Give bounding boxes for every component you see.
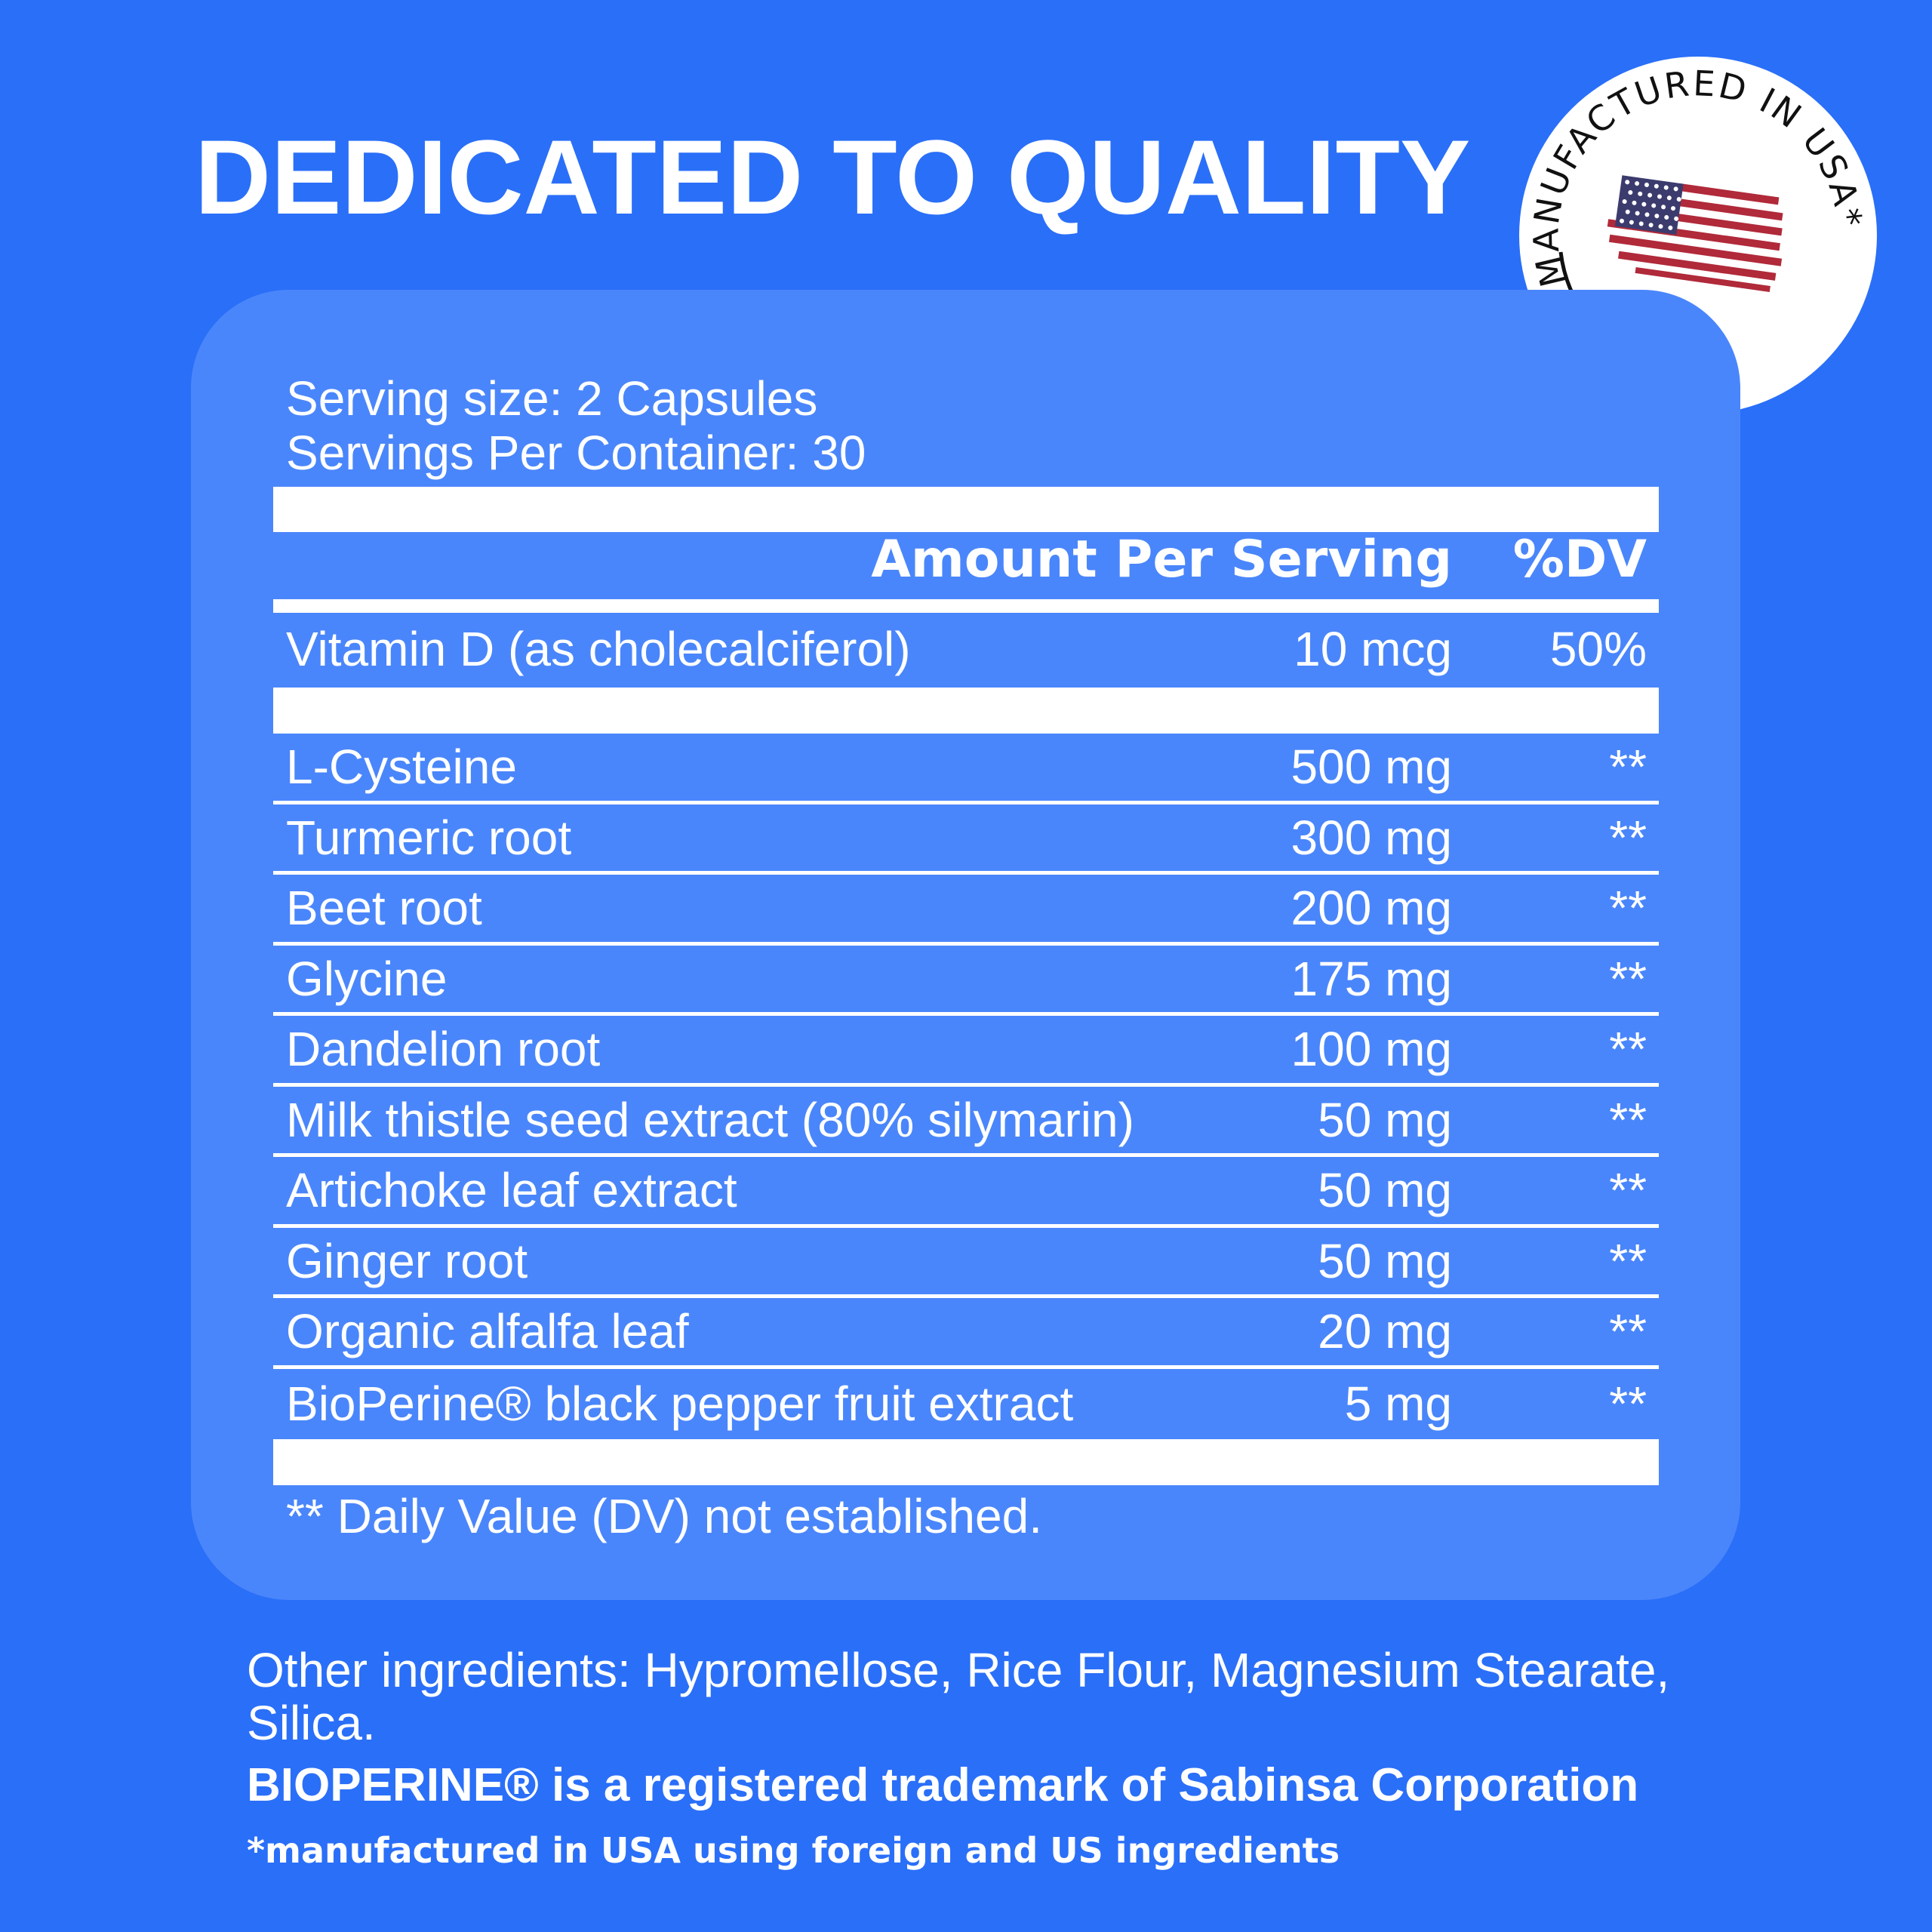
flag-star-icon xyxy=(1619,218,1624,223)
flag-star-icon xyxy=(1644,212,1650,217)
nutrient-name: Organic alfalfa leaf xyxy=(286,1304,689,1359)
flag-star-icon xyxy=(1647,192,1653,198)
flag-star-icon xyxy=(1635,181,1640,186)
flag-star-icon xyxy=(1666,195,1672,201)
divider-bar xyxy=(273,688,1659,734)
nutrient-name: L-Cysteine xyxy=(286,740,517,795)
nutrient-name: BioPerine® black pepper fruit extract xyxy=(286,1377,1074,1432)
flag-star-icon xyxy=(1657,194,1662,199)
flag-star-icon xyxy=(1648,223,1654,228)
nutrient-dv: ** xyxy=(1609,740,1647,795)
flag-star-icon xyxy=(1654,214,1660,219)
us-flag-icon xyxy=(1605,174,1787,292)
header-dv: %DV xyxy=(1512,530,1647,589)
other-ingredients: Other ingredients: Hypromellose, Rice Fl… xyxy=(247,1643,1670,1750)
nutrient-amount: 50 mg xyxy=(1318,1163,1452,1218)
divider-bar xyxy=(273,1439,1659,1485)
header-amount-per-serving: Amount Per Serving xyxy=(871,530,1452,589)
nutrient-name: Glycine xyxy=(286,951,448,1006)
flag-star-icon xyxy=(1625,180,1630,185)
nutrient-amount: 50 mg xyxy=(1318,1092,1452,1147)
flag-star-icon xyxy=(1668,225,1673,230)
flag-star-icon xyxy=(1638,221,1644,226)
nutrient-name: Milk thistle seed extract (80% silymarin… xyxy=(286,1092,1134,1147)
flag-star-icon xyxy=(1658,224,1663,229)
nutrient-name: Turmeric root xyxy=(286,810,572,865)
divider-bar xyxy=(273,487,1659,532)
nutrient-name: Vitamin D (as cholecalciferol) xyxy=(286,622,911,676)
trademark-notice: BIOPERINE® is a registered trademark of … xyxy=(247,1759,1639,1811)
divider-bar xyxy=(273,599,1659,613)
flag-star-icon xyxy=(1629,220,1634,225)
nutrient-name: Artichoke leaf extract xyxy=(286,1163,737,1218)
flag-star-icon xyxy=(1674,216,1679,221)
nutrient-dv: ** xyxy=(1609,1022,1647,1077)
nutrient-dv: ** xyxy=(1609,1233,1647,1288)
nutrient-dv: ** xyxy=(1609,1163,1647,1218)
flag-star-icon xyxy=(1673,186,1678,192)
flag-star-icon xyxy=(1664,215,1669,220)
nutrient-amount: 300 mg xyxy=(1291,810,1452,865)
flag-star-icon xyxy=(1654,183,1659,189)
ingredient-row: Glycine 175 mg ** xyxy=(273,946,1659,1016)
flag-star-icon xyxy=(1632,200,1637,205)
nutrient-amount: 5 mg xyxy=(1344,1377,1452,1432)
nutrient-amount: 20 mg xyxy=(1318,1304,1452,1359)
nutrient-dv: ** xyxy=(1609,1377,1647,1432)
nutrient-amount: 50 mg xyxy=(1318,1233,1452,1288)
nutrient-dv: 50% xyxy=(1549,622,1647,676)
ingredient-row: Organic alfalfa leaf 20 mg ** xyxy=(273,1298,1659,1369)
ingredient-row: Turmeric root 300 mg ** xyxy=(273,804,1659,875)
vitamin-d-row: Vitamin D (as cholecalciferol) 10 mcg 50… xyxy=(273,613,1659,685)
flag-star-icon xyxy=(1625,209,1630,214)
nutrient-name: Beet root xyxy=(286,881,482,936)
flag-star-icon xyxy=(1670,206,1675,211)
nutrient-amount: 200 mg xyxy=(1291,881,1452,936)
ingredient-row: Ginger root 50 mg ** xyxy=(273,1228,1659,1298)
nutrient-amount: 100 mg xyxy=(1291,1022,1452,1077)
nutrient-amount: 500 mg xyxy=(1291,740,1452,795)
servings-per-container: Servings Per Container: 30 xyxy=(286,426,866,480)
nutrient-dv: ** xyxy=(1609,1092,1647,1147)
flag-star-icon xyxy=(1663,185,1669,190)
ingredient-row: Milk thistle seed extract (80% silymarin… xyxy=(273,1087,1659,1157)
flag-star-icon xyxy=(1622,199,1627,205)
flag-star-icon xyxy=(1628,190,1633,195)
manufactured-note: *manufactured in USA using foreign and U… xyxy=(247,1830,1340,1871)
nutrient-amount: 175 mg xyxy=(1291,951,1452,1006)
flag-star-icon xyxy=(1676,197,1681,202)
flag-star-icon xyxy=(1644,182,1649,187)
ingredient-row: L-Cysteine 500 mg ** xyxy=(273,734,1659,804)
nutrient-dv: ** xyxy=(1609,951,1647,1006)
ingredient-row: BioPerine® black pepper fruit extract 5 m… xyxy=(273,1369,1659,1440)
ingredient-row: Dandelion root 100 mg ** xyxy=(273,1016,1659,1087)
flag-star-icon xyxy=(1641,202,1647,207)
flag-star-icon xyxy=(1661,205,1666,210)
nutrient-dv: ** xyxy=(1609,881,1647,936)
serving-size: Serving size: 2 Capsules xyxy=(286,371,818,426)
nutrient-dv: ** xyxy=(1609,1304,1647,1359)
ingredient-row: Artichoke leaf extract 50 mg ** xyxy=(273,1157,1659,1228)
nutrient-dv: ** xyxy=(1609,810,1647,865)
nutrient-amount: 10 mcg xyxy=(1294,622,1452,676)
flag-star-icon xyxy=(1638,191,1643,196)
page-title: DEDICATED TO QUALITY xyxy=(195,118,1471,236)
footnote: ** Daily Value (DV) not established. xyxy=(286,1489,1042,1543)
ingredient-row: Beet root 200 mg ** xyxy=(273,875,1659,946)
flag-star-icon xyxy=(1651,203,1657,208)
nutrient-name: Ginger root xyxy=(286,1233,528,1288)
nutrient-name: Dandelion root xyxy=(286,1022,601,1077)
flag-star-icon xyxy=(1635,211,1640,216)
